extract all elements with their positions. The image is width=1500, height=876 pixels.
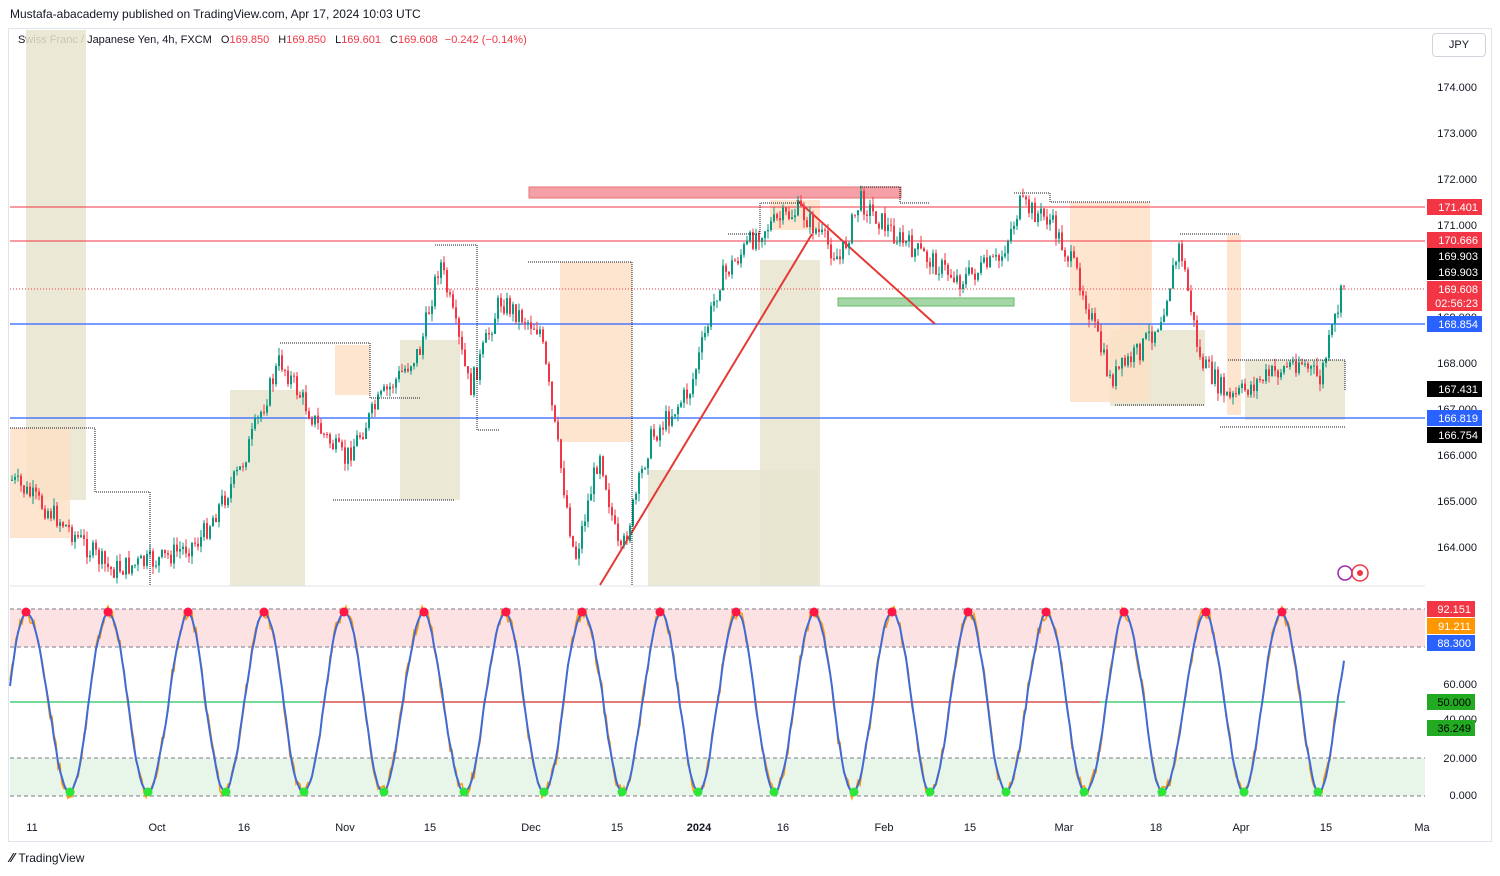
low-label: L	[335, 34, 342, 46]
footer-brand: TradingView	[18, 850, 85, 865]
symbol-name[interactable]: Swiss Franc / Japanese Yen, 4h, FXCM	[18, 34, 212, 46]
change-value: −0.242 (−0.14%)	[444, 34, 527, 46]
high-value: 169.850	[286, 34, 326, 46]
symbol-legend: Swiss Franc / Japanese Yen, 4h, FXCM O16…	[18, 34, 527, 46]
high-label: H	[278, 34, 287, 46]
currency-button[interactable]: JPY	[1432, 33, 1486, 57]
open-value: 169.850	[229, 34, 270, 46]
footer: ⁄⁄ TradingView	[10, 850, 84, 865]
close-label: C	[390, 34, 398, 46]
close-value: 169.608	[397, 34, 438, 46]
tradingview-logo-icon: ⁄⁄	[10, 850, 15, 865]
chart-frame	[8, 28, 1492, 842]
low-value: 169.601	[341, 34, 381, 46]
open-label: O	[220, 34, 230, 46]
publish-info: Mustafa-abacademy published on TradingVi…	[10, 7, 421, 21]
